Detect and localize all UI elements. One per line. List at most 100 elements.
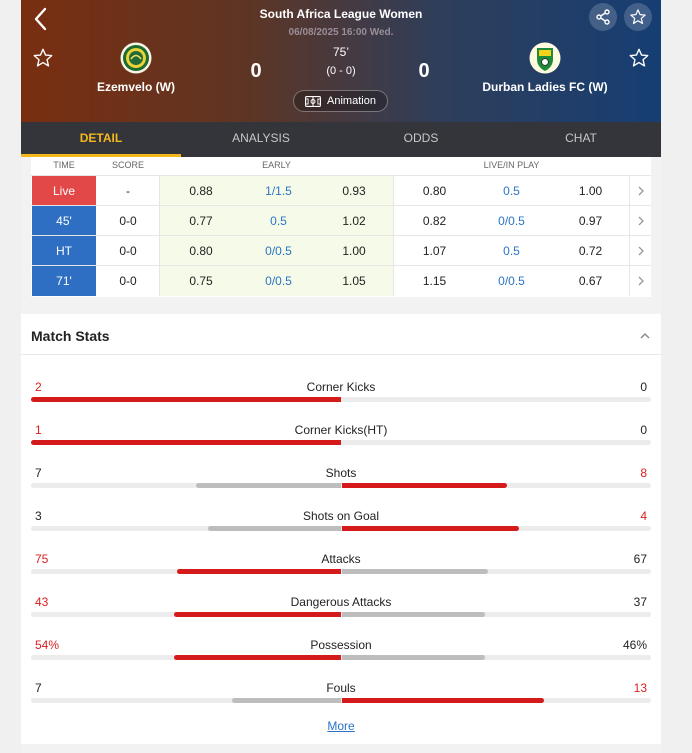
home-stat-bar	[31, 397, 341, 402]
tab-bar: DETAIL ANALYSIS ODDS CHAT	[21, 122, 661, 157]
chevron-up-icon[interactable]	[637, 328, 653, 344]
odds-row[interactable]: 45' 0-0 0.77 0.5 1.02 0.82 0/0.5 0.97	[31, 205, 651, 236]
stat-name: Fouls	[326, 681, 356, 695]
animation-button[interactable]: Animation	[293, 90, 388, 112]
early-away-odds: 1.00	[342, 244, 366, 258]
early-handicap: 0/0.5	[265, 244, 292, 258]
stat-row: 54% Possession 46%	[31, 638, 651, 668]
live-home-odds: 1.15	[422, 274, 447, 288]
stat-name: Shots	[325, 466, 357, 480]
home-stat-value: 75	[35, 552, 49, 566]
away-stat-value: 4	[640, 509, 647, 523]
home-stat-value: 2	[35, 380, 42, 394]
col-time: TIME	[53, 160, 75, 170]
away-team-star-icon[interactable]	[628, 47, 650, 69]
tab-analysis[interactable]: ANALYSIS	[232, 131, 290, 145]
chevron-right-icon[interactable]	[629, 206, 651, 236]
tab-odds[interactable]: ODDS	[403, 131, 439, 145]
odds-row[interactable]: HT 0-0 0.80 0/0.5 1.00 1.07 0.5 0.72	[31, 235, 651, 266]
league-name: South Africa League Women	[259, 7, 423, 21]
away-stat-value: 13	[633, 681, 647, 695]
odds-row[interactable]: Live - 0.88 1/1.5 0.93 0.80 0.5 1.00	[31, 175, 651, 206]
early-home-odds: 0.77	[189, 214, 213, 228]
away-score: 0	[418, 60, 430, 82]
stat-track	[31, 655, 651, 660]
chevron-right-icon[interactable]	[629, 266, 651, 296]
away-stat-value: 8	[640, 466, 647, 480]
away-stat-bar	[342, 526, 519, 531]
tab-detail[interactable]: DETAIL	[21, 122, 181, 157]
stat-track	[31, 397, 651, 402]
away-stat-bar	[342, 612, 485, 617]
stat-track	[31, 526, 651, 531]
live-home-odds: 1.07	[422, 244, 447, 258]
stat-row: 3 Shots on Goal 4	[31, 509, 651, 539]
match-stats-title: Match Stats	[31, 328, 110, 344]
live-away-odds: 0.97	[578, 214, 603, 228]
match-detail: South Africa League Women 06/08/2025 16:…	[21, 0, 661, 753]
match-stats-panel: Match Stats 2 Corner Kicks 0 1 Corner Kicks(…	[21, 314, 661, 744]
odds-table: TIME SCORE EARLY LIVE/IN PLAY Live - 0.88 1…	[31, 157, 651, 297]
odds-header: TIME SCORE EARLY LIVE/IN PLAY	[31, 157, 651, 175]
col-score: SCORE	[111, 160, 144, 170]
home-stat-bar	[174, 612, 341, 617]
away-stat-value: 37	[633, 595, 647, 609]
back-arrow-icon[interactable]	[29, 6, 53, 32]
home-stat-bar	[196, 483, 341, 488]
tab-chat[interactable]: CHAT	[565, 131, 597, 145]
away-team-name[interactable]: Durban Ladies FC (W)	[482, 80, 608, 94]
live-handicap: 0.5	[503, 244, 520, 258]
live-home-odds: 0.82	[422, 214, 447, 228]
odds-score: 0-0	[119, 214, 137, 228]
live-handicap: 0/0.5	[498, 214, 525, 228]
early-home-odds: 0.88	[189, 184, 213, 198]
home-stat-bar	[31, 440, 341, 445]
home-stat-value: 1	[35, 423, 42, 437]
share-button[interactable]	[589, 3, 617, 31]
early-away-odds: 1.02	[342, 214, 366, 228]
share-icon	[596, 9, 610, 25]
home-stat-value: 54%	[35, 638, 60, 652]
favorite-match-button[interactable]	[624, 3, 652, 31]
odds-score: 0-0	[119, 244, 137, 258]
chevron-right-icon[interactable]	[629, 176, 651, 206]
early-odds-bg	[159, 176, 394, 206]
away-stat-bar	[342, 698, 544, 703]
star-icon	[630, 9, 646, 25]
stat-track	[31, 612, 651, 617]
home-score: 0	[250, 60, 262, 82]
col-early: EARLY	[262, 160, 291, 170]
away-stat-value: 67	[633, 552, 647, 566]
odds-score: -	[126, 184, 130, 198]
stat-track	[31, 569, 651, 574]
home-team-name[interactable]: Ezemvelo (W)	[96, 80, 175, 94]
chevron-right-icon[interactable]	[629, 236, 651, 266]
stat-track	[31, 698, 651, 703]
home-stat-value: 7	[35, 466, 42, 480]
home-stat-bar	[174, 655, 341, 660]
stat-row: 7 Shots 8	[31, 466, 651, 496]
live-home-odds: 0.80	[422, 184, 447, 198]
more-stats-link[interactable]: More	[327, 719, 355, 733]
match-minute: 75’	[332, 45, 349, 59]
live-handicap: 0/0.5	[498, 274, 525, 288]
live-away-odds: 0.67	[578, 274, 603, 288]
odds-score: 0-0	[119, 274, 137, 288]
away-stat-bar	[342, 483, 507, 488]
odds-time-badge: Live	[32, 176, 96, 206]
divider	[21, 354, 661, 355]
home-team-star-icon[interactable]	[32, 47, 54, 69]
stat-row: 7 Fouls 13	[31, 681, 651, 711]
halftime-score: (0 - 0)	[326, 65, 356, 77]
stat-name: Possession	[310, 638, 372, 652]
home-stat-bar	[177, 569, 341, 574]
home-stat-value: 3	[35, 509, 42, 523]
home-stat-value: 7	[35, 681, 42, 695]
stat-track	[31, 440, 651, 445]
home-stat-value: 43	[35, 595, 49, 609]
match-datetime: 06/08/2025 16:00 Wed.	[288, 27, 394, 38]
odds-row[interactable]: 71' 0-0 0.75 0/0.5 1.05 1.15 0/0.5 0.67	[31, 265, 651, 296]
early-home-odds: 0.75	[189, 274, 213, 288]
pitch-icon	[305, 95, 321, 107]
early-home-odds: 0.80	[189, 244, 213, 258]
